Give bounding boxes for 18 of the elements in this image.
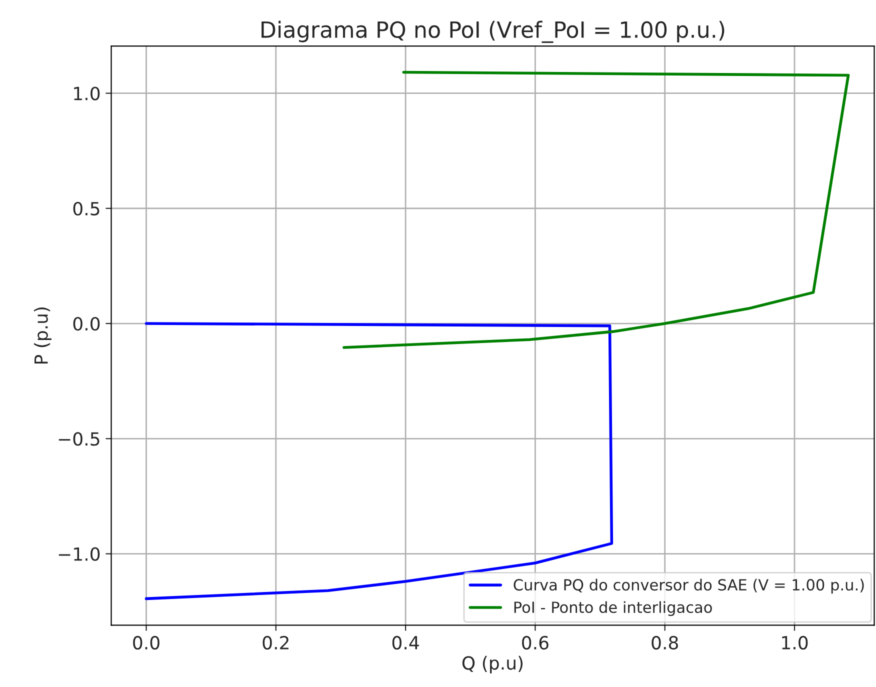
- y-axis-title: P (p.u): [34, 307, 52, 364]
- line-series: [342, 70, 850, 349]
- y-tick-label: 1.0: [74, 86, 100, 100]
- legend-label: Curva PQ do conversor do SAE (V = 1.00 p.u.): [514, 578, 864, 594]
- legend-label: PoI - Ponto de interligacao: [514, 601, 712, 616]
- x-tick-label: 0.6: [522, 636, 548, 650]
- y-tick-label: 0.0: [73, 316, 100, 331]
- x-tick-label: 1.0: [782, 636, 808, 650]
- y-tick-label: −0.5: [58, 432, 100, 446]
- x-tick-label: 0.8: [652, 636, 678, 650]
- y-tick-label: 0.5: [73, 202, 100, 216]
- y-tick-label: −1.0: [58, 547, 100, 561]
- x-tick-label: 0.0: [133, 636, 160, 650]
- x-tick-label: 0.2: [262, 636, 288, 650]
- x-axis-title: Q (p.u): [462, 656, 523, 674]
- x-tick-label: 0.4: [392, 636, 419, 650]
- chart-title: Diagrama PQ no PoI (Vref_PoI = 1.00 p.u.): [262, 20, 724, 43]
- line-series: [144, 322, 614, 600]
